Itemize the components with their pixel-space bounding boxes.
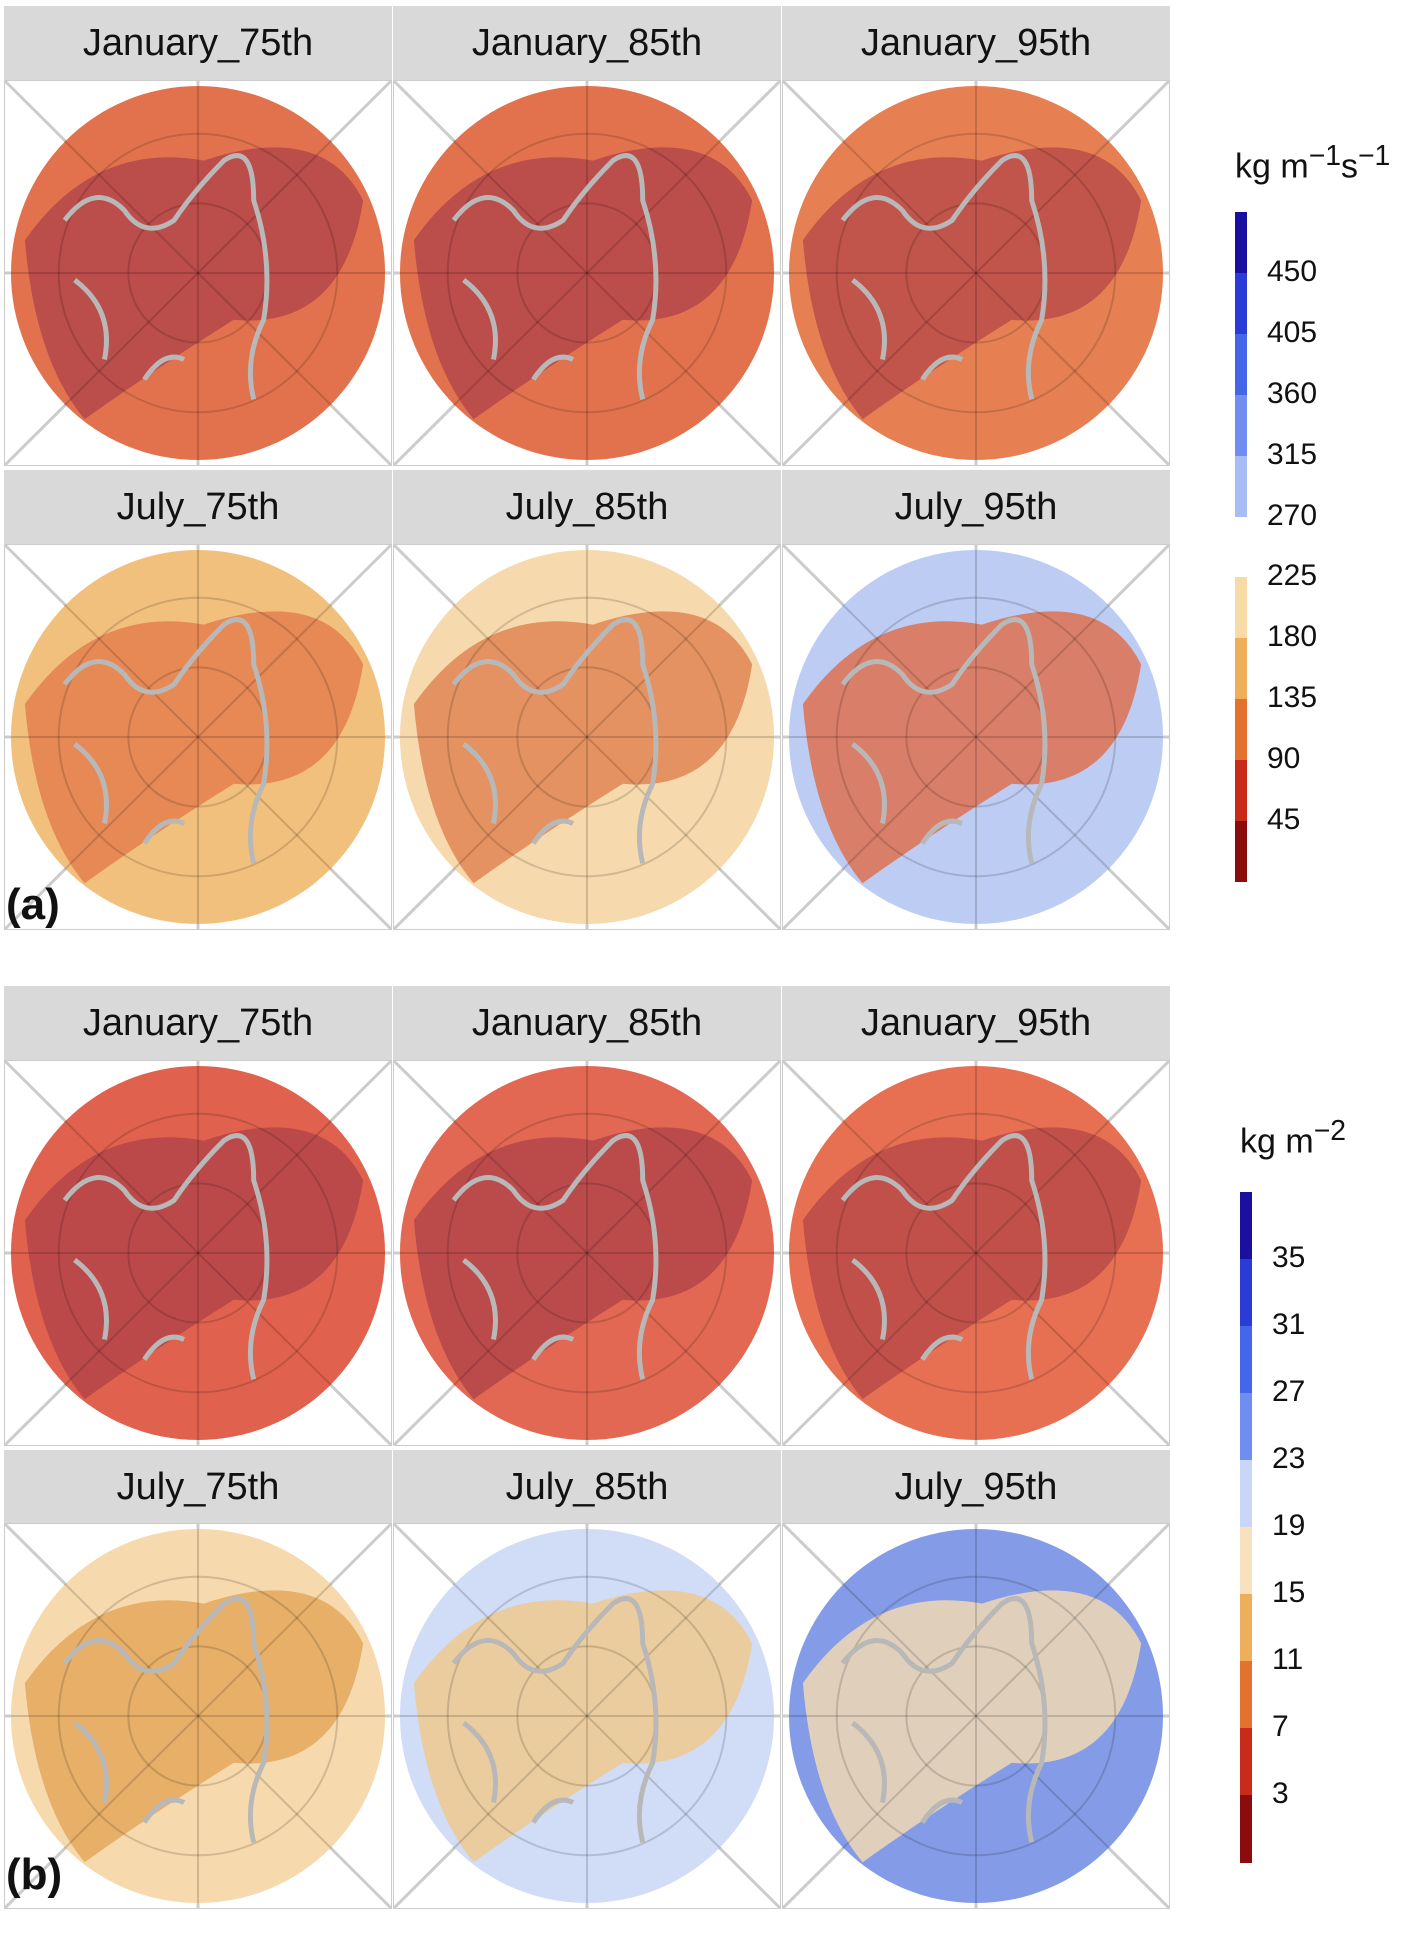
map-graphic <box>3 79 393 467</box>
panel-title: January_95th <box>782 986 1170 1060</box>
legend-unit: kg m−1s−1 <box>1235 140 1391 186</box>
polar-map <box>392 543 782 931</box>
panel-title: July_75th <box>4 1450 392 1524</box>
legend-tick-label: 3 <box>1272 1777 1289 1810</box>
legend-color-segment <box>1235 272 1247 335</box>
polar-map <box>392 1059 782 1447</box>
legend-tick-label: 11 <box>1272 1643 1304 1676</box>
panel-label: (a) <box>6 880 60 929</box>
legend-tick-label: 270 <box>1267 498 1318 532</box>
map-graphic <box>392 543 782 931</box>
legend-color-segment <box>1235 821 1247 883</box>
polar-map <box>781 543 1171 931</box>
map-graphic <box>781 543 1171 931</box>
legend-tick-label: 19 <box>1272 1509 1306 1542</box>
legend-tick-label: 405 <box>1267 315 1318 349</box>
legend-tick-label: 135 <box>1267 681 1318 715</box>
panel-title: January_95th <box>782 6 1170 80</box>
map-graphic <box>3 1059 393 1447</box>
legend-tick-label: 15 <box>1272 1576 1306 1609</box>
legend-tick-label: 7 <box>1272 1710 1289 1743</box>
legend-color-segment <box>1235 394 1247 457</box>
legend-tick-label: 27 <box>1272 1375 1306 1408</box>
legend-color-segment <box>1240 1594 1252 1662</box>
panel-label: (b) <box>6 1850 63 1899</box>
legend-tick-label: 90 <box>1267 742 1301 776</box>
legend-color-segment <box>1235 455 1247 518</box>
panel-title: July_95th <box>782 1450 1170 1524</box>
legend-tick-label: 450 <box>1267 254 1318 288</box>
panel-title: July_95th <box>782 470 1170 544</box>
map-graphic <box>3 1522 393 1910</box>
legend-color-segment <box>1240 1326 1252 1394</box>
legend-tick-label: 225 <box>1267 559 1318 593</box>
map-graphic <box>3 543 393 931</box>
panel-title: January_85th <box>393 6 781 80</box>
polar-map <box>3 543 393 931</box>
map-graphic <box>781 79 1171 467</box>
panel-title: January_75th <box>4 986 392 1060</box>
legend-color-segment <box>1235 638 1247 700</box>
polar-map <box>3 1059 393 1447</box>
legend-color-segment <box>1235 212 1247 274</box>
panel-title: July_85th <box>393 470 781 544</box>
polar-map <box>781 1522 1171 1910</box>
legend-color-segment <box>1235 760 1247 822</box>
map-graphic <box>392 79 782 467</box>
legend-color-segment <box>1240 1795 1252 1863</box>
legend-tick-label: 35 <box>1272 1241 1306 1274</box>
legend-tick-label: 360 <box>1267 376 1318 410</box>
polar-map <box>392 79 782 467</box>
panel-title: July_75th <box>4 470 392 544</box>
legend-color-segment <box>1240 1460 1252 1528</box>
legend-tick-label: 45 <box>1267 803 1301 837</box>
map-graphic <box>781 1059 1171 1447</box>
legend-color-segment <box>1235 699 1247 761</box>
legend-tick-label: 315 <box>1267 437 1318 471</box>
legend-tick-label: 23 <box>1272 1442 1306 1475</box>
legend-unit: kg m−2 <box>1240 1115 1346 1161</box>
panel-title: July_85th <box>393 1450 781 1524</box>
legend-color-segment <box>1240 1728 1252 1796</box>
panel-title: January_75th <box>4 6 392 80</box>
legend-tick-label: 31 <box>1272 1308 1306 1341</box>
legend-color-segment <box>1240 1192 1252 1260</box>
legend-color-segment <box>1240 1661 1252 1729</box>
polar-map <box>781 79 1171 467</box>
map-graphic <box>392 1059 782 1447</box>
legend-tick-label: 180 <box>1267 620 1318 654</box>
polar-map <box>3 79 393 467</box>
legend-color-segment <box>1240 1393 1252 1461</box>
map-graphic <box>781 1522 1171 1910</box>
legend-color-segment <box>1235 333 1247 396</box>
legend-color-segment <box>1235 516 1247 578</box>
legend-color-segment <box>1235 577 1247 639</box>
polar-map <box>3 1522 393 1910</box>
polar-map <box>392 1522 782 1910</box>
polar-map <box>781 1059 1171 1447</box>
legend-color-segment <box>1240 1259 1252 1327</box>
panel-title: January_85th <box>393 986 781 1060</box>
map-graphic <box>392 1522 782 1910</box>
legend-color-segment <box>1240 1527 1252 1595</box>
